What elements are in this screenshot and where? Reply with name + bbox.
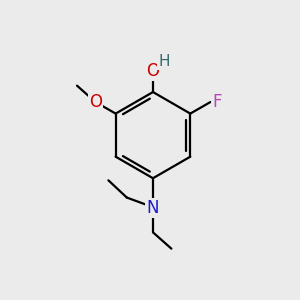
Text: F: F	[212, 93, 222, 111]
Text: N: N	[147, 199, 159, 217]
Text: H: H	[158, 54, 170, 69]
Text: O: O	[146, 61, 160, 80]
Text: O: O	[89, 93, 102, 111]
